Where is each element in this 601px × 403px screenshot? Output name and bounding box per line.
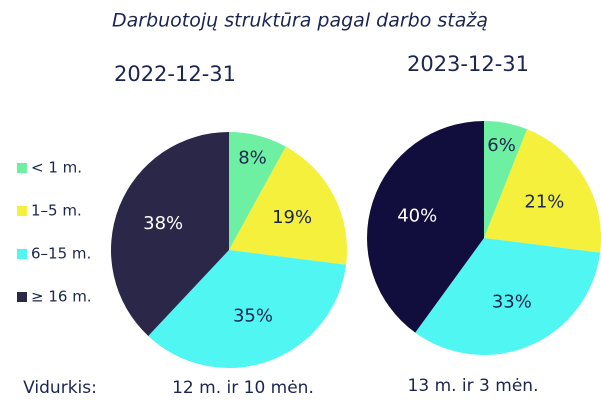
pie-slice xyxy=(148,250,347,369)
legend-swatch xyxy=(17,206,27,216)
legend-swatch xyxy=(17,292,27,302)
chart-title: Darbuotojų struktūra pagal darbo stažą xyxy=(112,10,488,32)
pie-slice xyxy=(229,132,286,250)
data-label: 6% xyxy=(487,135,516,156)
annotation: 12 m. ir 10 mėn. xyxy=(172,378,314,398)
pie-title: 2023-12-31 xyxy=(407,52,529,76)
legend-swatch xyxy=(17,163,27,173)
pie-slice xyxy=(415,238,601,355)
data-label: 38% xyxy=(143,213,183,234)
pie-slice xyxy=(111,132,229,337)
pie-slice xyxy=(229,146,347,265)
footer-label: Vidurkis: xyxy=(23,378,97,398)
legend-label: 1–5 m. xyxy=(31,202,82,220)
data-label: 21% xyxy=(524,191,564,212)
legend-label: ≥ 16 m. xyxy=(31,288,92,306)
data-label: 19% xyxy=(272,207,312,228)
legend-swatch xyxy=(17,249,27,259)
data-label: 8% xyxy=(238,148,267,169)
pie-title: 2022-12-31 xyxy=(114,62,236,86)
data-label: 33% xyxy=(492,291,532,312)
annotation: 13 m. ir 3 mėn. xyxy=(408,376,539,396)
data-label: 35% xyxy=(233,306,273,327)
pie-slice xyxy=(484,121,528,238)
legend-label: < 1 m. xyxy=(31,159,82,177)
pie-slice xyxy=(367,121,484,333)
legend-label: 6–15 m. xyxy=(31,245,91,263)
pie-slice xyxy=(484,129,601,253)
data-label: 40% xyxy=(397,205,437,226)
